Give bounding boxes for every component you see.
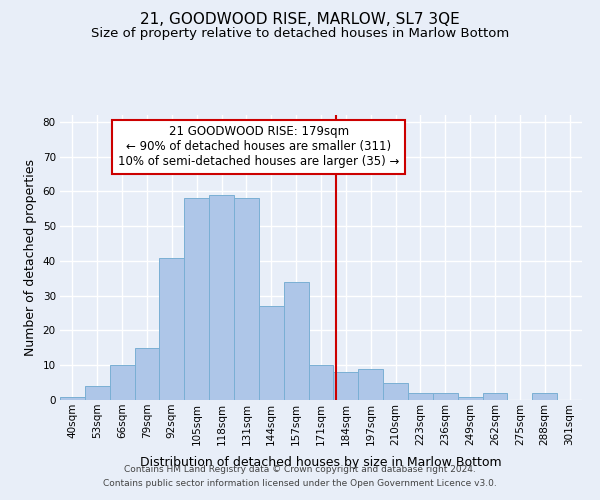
Bar <box>284 282 308 400</box>
Bar <box>308 365 334 400</box>
Bar <box>234 198 259 400</box>
Bar <box>408 393 433 400</box>
Bar <box>184 198 209 400</box>
Bar <box>334 372 358 400</box>
Bar <box>134 348 160 400</box>
Bar <box>358 368 383 400</box>
Bar <box>209 195 234 400</box>
Bar <box>482 393 508 400</box>
Bar <box>160 258 184 400</box>
X-axis label: Distribution of detached houses by size in Marlow Bottom: Distribution of detached houses by size … <box>140 456 502 469</box>
Bar <box>458 396 482 400</box>
Bar <box>433 393 458 400</box>
Bar <box>383 382 408 400</box>
Bar <box>85 386 110 400</box>
Bar <box>259 306 284 400</box>
Text: 21, GOODWOOD RISE, MARLOW, SL7 3QE: 21, GOODWOOD RISE, MARLOW, SL7 3QE <box>140 12 460 28</box>
Text: 21 GOODWOOD RISE: 179sqm
← 90% of detached houses are smaller (311)
10% of semi-: 21 GOODWOOD RISE: 179sqm ← 90% of detach… <box>118 126 400 168</box>
Bar <box>532 393 557 400</box>
Y-axis label: Number of detached properties: Number of detached properties <box>24 159 37 356</box>
Bar <box>60 396 85 400</box>
Bar <box>110 365 134 400</box>
Text: Contains HM Land Registry data © Crown copyright and database right 2024.
Contai: Contains HM Land Registry data © Crown c… <box>103 466 497 487</box>
Text: Size of property relative to detached houses in Marlow Bottom: Size of property relative to detached ho… <box>91 28 509 40</box>
